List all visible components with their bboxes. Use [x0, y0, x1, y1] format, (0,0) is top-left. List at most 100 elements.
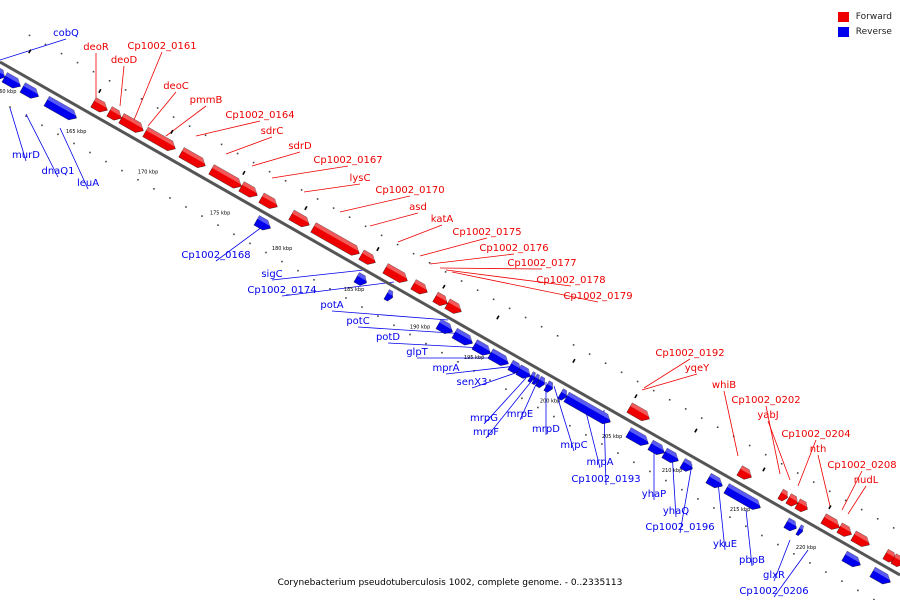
reverse-gene-block	[515, 364, 534, 379]
track-dot	[412, 252, 415, 255]
tick-label: 180 kbp	[272, 246, 292, 252]
track-dot	[780, 463, 783, 465]
forward-gene-block	[836, 522, 855, 537]
forward-gene-block-shape	[777, 488, 788, 502]
tick-label: 160 kbp	[0, 89, 16, 95]
reverse-gene-block	[661, 447, 682, 463]
forward-connector	[451, 271, 599, 303]
forward-gene-block-shine	[740, 465, 755, 476]
forward-gene-block	[850, 530, 873, 547]
tick-marks	[28, 49, 832, 510]
forward-gene-label: Cp1002_0167	[313, 155, 382, 166]
track-dot	[617, 452, 619, 454]
track-dot	[60, 52, 63, 55]
reverse-gene-block-shine	[257, 215, 274, 227]
track-dot	[809, 562, 811, 564]
track-dot	[745, 525, 747, 528]
track-dot	[684, 408, 687, 410]
forward-gene-label: deoC	[163, 81, 189, 92]
forward-gene-block-shine	[840, 522, 855, 534]
forward-gene-block	[626, 402, 653, 421]
track-dot	[9, 106, 11, 108]
track-dot	[25, 115, 27, 117]
track-dot	[153, 188, 155, 190]
reverse-swatch	[837, 26, 849, 37]
reverse-gene-block-shine	[439, 319, 456, 331]
reverse-connector	[519, 379, 539, 421]
reverse-gene-block-shape	[515, 364, 531, 379]
reverse-gene-block	[705, 473, 726, 489]
reverse-gene-block-shine	[873, 567, 894, 581]
reverse-gene-block	[679, 458, 696, 472]
track-dot	[108, 80, 111, 82]
reverse-gene-block	[527, 371, 538, 383]
forward-connector	[841, 470, 863, 511]
reverse-gene-label: yhaQ	[663, 506, 689, 517]
track-dot	[57, 133, 59, 136]
forward-gene-block	[432, 291, 451, 306]
reverse-gene-label: Cp1002_0168	[181, 250, 250, 261]
forward-connector	[767, 420, 791, 481]
track-dot	[777, 543, 779, 546]
reverse-gene-block-shape	[795, 524, 804, 536]
forward-gene-block	[90, 97, 111, 113]
tick-label: 185 kbp	[344, 287, 364, 293]
tick-mark	[572, 358, 576, 363]
forward-gene-block-shape	[310, 222, 360, 256]
reverse-gene-block	[557, 388, 570, 401]
track-dot	[633, 461, 635, 464]
reverse-connector	[271, 269, 365, 281]
forward-connector	[765, 405, 781, 475]
track-dot	[857, 589, 859, 592]
track-dot	[457, 361, 459, 363]
forward-gene-block	[238, 181, 261, 198]
reverse-gene-label: sigC	[261, 269, 282, 280]
forward-gene-block-shape	[382, 263, 408, 283]
track-dot	[316, 198, 319, 200]
reverse-gene-block-shape	[783, 517, 797, 532]
track-dot	[521, 397, 523, 400]
reverse-gene-block-shine	[387, 289, 396, 297]
forward-gene-block-shine	[242, 181, 261, 195]
forward-gene-block	[736, 465, 755, 480]
forward-connector	[147, 91, 177, 127]
track-dot	[537, 406, 539, 409]
tick-label: 190 kbp	[410, 324, 430, 330]
track-dot	[188, 125, 191, 127]
reverse-gene-block-shine	[539, 376, 548, 383]
forward-gene-block-shape	[258, 192, 278, 209]
reverse-connector	[9, 107, 27, 162]
forward-gene-block	[382, 263, 411, 283]
forward-gene-label: deoR	[83, 42, 109, 53]
reverse-gene-block-shape	[353, 272, 367, 286]
reverse-gene-block-shape	[705, 473, 723, 489]
track-dot	[124, 89, 127, 91]
forward-connector	[397, 224, 443, 243]
forward-gene-block-shine	[122, 113, 147, 130]
tick-label: 170 kbp	[138, 170, 158, 176]
track-dot	[828, 490, 831, 493]
reverse-gene-block-shine	[535, 373, 542, 380]
reverse-gene-label: Cp1002_0206	[739, 586, 808, 597]
legend-forward: Forward	[837, 9, 892, 24]
track-dot	[441, 351, 443, 354]
tick-mark	[442, 284, 446, 289]
forward-gene-block-shape	[444, 298, 462, 314]
track-dot	[892, 527, 895, 529]
track-dot	[92, 70, 95, 73]
track-dot	[764, 453, 767, 456]
reverse-gene-block-shape	[487, 348, 509, 366]
reverse-gene-block	[723, 483, 764, 510]
track-dot	[652, 389, 655, 392]
forward-gene-block-shine	[262, 192, 281, 206]
track-dot	[761, 534, 763, 537]
reverse-gene-block-shine	[547, 380, 556, 388]
forward-gene-label: nth	[810, 444, 827, 455]
reverse-connector	[671, 451, 677, 518]
track-dot	[377, 315, 379, 317]
reverse-gene-block-shape	[679, 458, 693, 472]
forward-gene-block-shape	[288, 209, 310, 228]
reverse-gene-block-shine	[727, 483, 764, 507]
reverse-gene-label: mprA	[432, 363, 459, 374]
tick-label: 210 kbp	[662, 468, 682, 474]
